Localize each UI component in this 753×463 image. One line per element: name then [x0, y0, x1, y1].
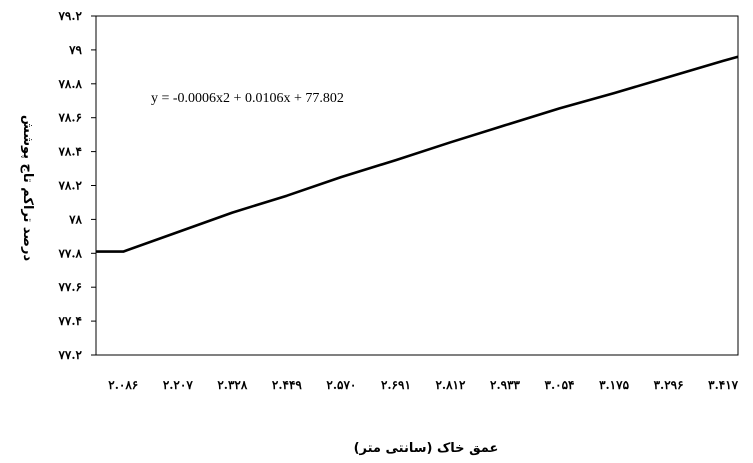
x-axis-tick-labels: ۲.۰۸۶ ۲.۲۰۷ ۲.۳۲۸ ۲.۴۴۹ ۲.۵۷۰ ۲.۶۹۱ ۲.۸۱۲ ۲.۹۳۳…	[108, 378, 738, 392]
y-axis-ticks	[91, 15, 96, 356]
y-tick-label: ۷۷.۲	[57, 348, 82, 362]
y-tick-label: ۷۷.۴	[57, 314, 82, 328]
y-tick-label: ۷۸.۴	[57, 145, 82, 159]
x-tick-label: ۲.۸۱۲	[435, 378, 466, 392]
x-tick-label: ۳.۱۷۵	[599, 378, 630, 392]
y-tick-label: ۷۸.۶	[57, 111, 82, 125]
x-tick-label: ۳.۴۱۷	[708, 378, 739, 392]
y-axis-tick-labels: ۷۷.۲ ۷۷.۴ ۷۷.۶ ۷۷.۸ ۷۸ ۷۸.۲ ۷۸.۴ ۷۸.۶ ۷۸.۸ ۷۹ ۷۹.۲	[57, 9, 82, 362]
y-tick-label: ۷۷.۶	[57, 280, 82, 294]
x-tick-label: ۳.۲۹۶	[654, 378, 684, 392]
x-tick-label: ۲.۰۸۶	[108, 378, 138, 392]
y-axis-title: درصد تراکم تاج پوشش	[20, 115, 35, 262]
x-tick-label: ۲.۴۴۹	[272, 378, 303, 392]
y-tick-label: ۷۹	[68, 43, 82, 57]
y-tick-label: ۷۸	[68, 212, 82, 226]
x-tick-label: ۲.۲۰۷	[163, 378, 194, 392]
x-tick-label: ۲.۳۲۸	[217, 378, 248, 392]
x-tick-label: ۲.۵۷۰	[326, 378, 356, 392]
y-tick-label: ۷۸.۸	[57, 77, 82, 91]
regression-equation: y = -0.0006x2 + 0.0106x + 77.802	[151, 91, 344, 106]
y-tick-label: ۷۸.۲	[57, 179, 82, 193]
x-tick-label: ۳.۰۵۴	[545, 378, 575, 392]
x-tick-label: ۲.۹۳۳	[490, 378, 521, 392]
y-tick-label: ۷۷.۸	[57, 246, 82, 260]
x-axis-title: عمق خاک (سانتی متر)	[354, 441, 499, 456]
plot-area-border	[95, 15, 739, 356]
trend-line	[96, 55, 739, 253]
x-tick-label: ۲.۶۹۱	[381, 378, 411, 392]
y-tick-label: ۷۹.۲	[57, 9, 82, 23]
